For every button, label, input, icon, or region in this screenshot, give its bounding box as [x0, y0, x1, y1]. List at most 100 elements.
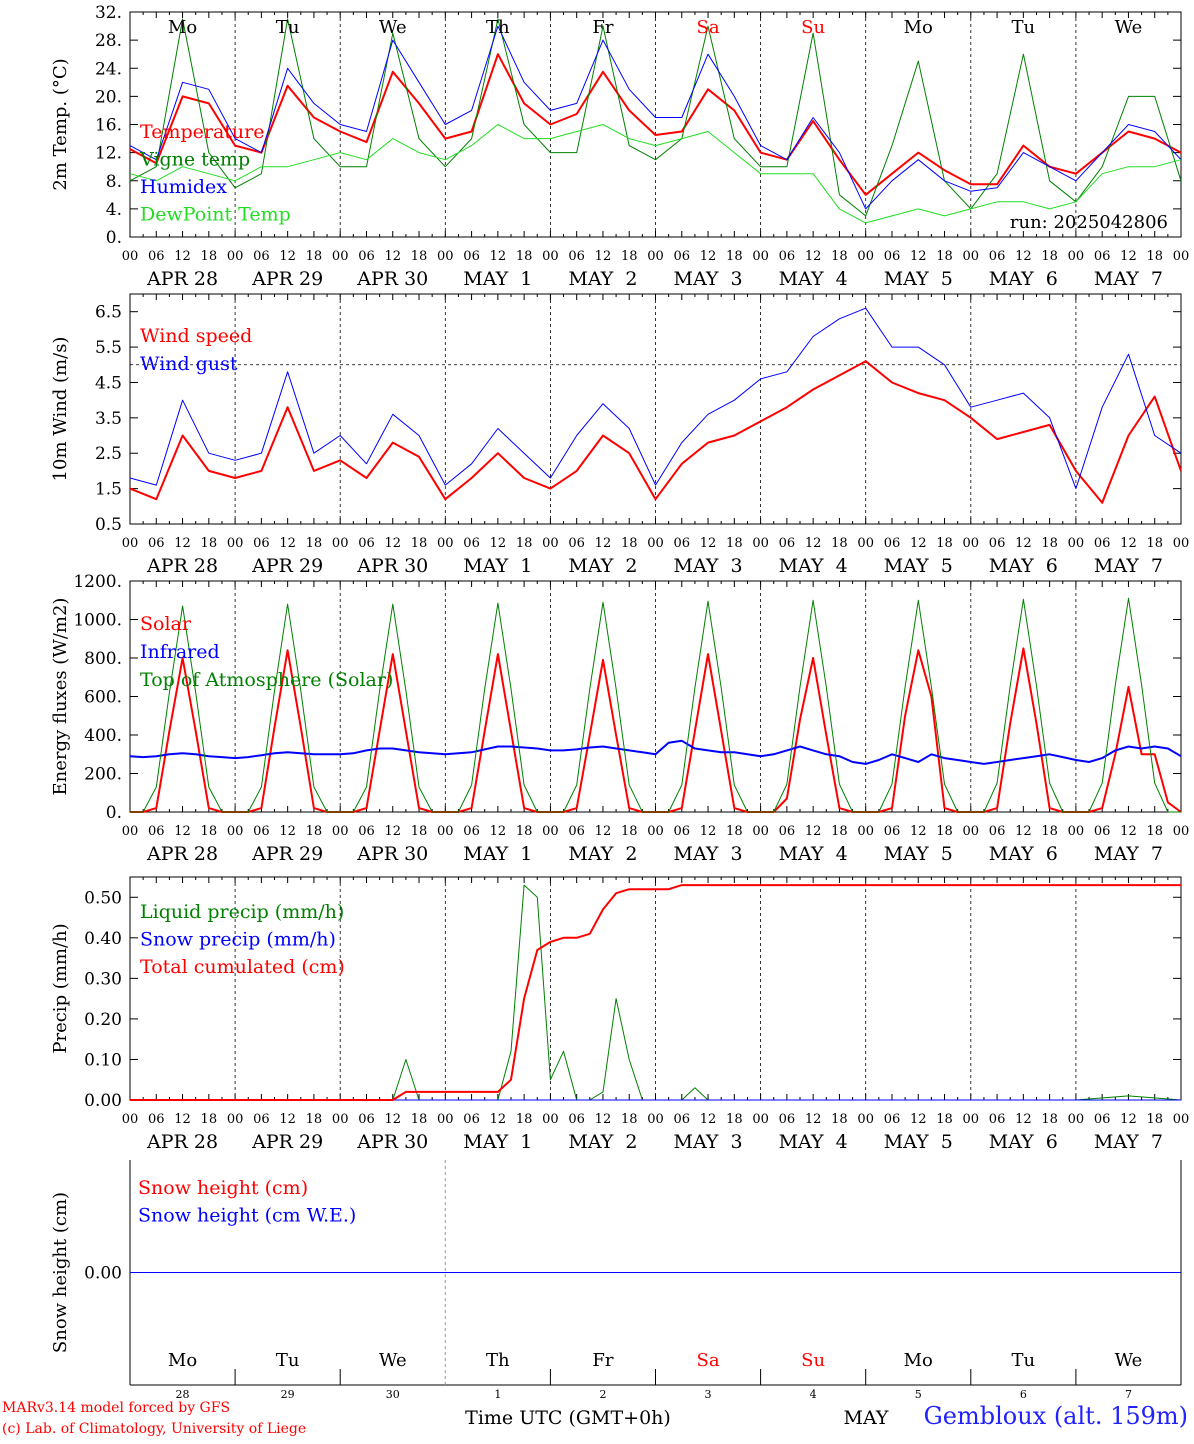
hour-tick-label: 00 — [1068, 1112, 1085, 1127]
date-label: APR 29 — [251, 268, 323, 290]
weekday-label: We — [379, 17, 407, 38]
hour-tick-label: 12 — [805, 824, 822, 839]
hour-tick-label: 18 — [201, 249, 218, 264]
date-label: MAY 6 — [989, 843, 1058, 865]
hour-tick-label: 06 — [779, 1112, 796, 1127]
weekday-label: We — [1115, 1350, 1143, 1371]
hour-tick-label: 12 — [490, 536, 507, 551]
weekday-label: Tu — [276, 17, 300, 38]
legend-entry: Humidex — [140, 176, 227, 198]
y-tick-label: 1200. — [73, 572, 122, 592]
hour-tick-label: 18 — [831, 824, 848, 839]
hour-tick-label: 00 — [752, 824, 769, 839]
hour-tick-label: 06 — [568, 824, 585, 839]
hour-tick-label: 06 — [253, 824, 270, 839]
y-tick-label: 0.5 — [95, 515, 122, 535]
hour-tick-label: 06 — [253, 1112, 270, 1127]
y-tick-label: 0.00 — [84, 1091, 122, 1111]
hour-tick-label: 12 — [1120, 1112, 1137, 1127]
hour-tick-label: 00 — [752, 249, 769, 264]
hour-tick-label: 12 — [910, 1112, 927, 1127]
weekday-label: We — [379, 1350, 407, 1371]
day-number-label: 28 — [176, 1388, 190, 1401]
date-label: APR 30 — [356, 268, 428, 290]
hour-tick-label: 12 — [700, 536, 717, 551]
series-line — [129, 739, 1182, 765]
hour-tick-label: 18 — [1041, 536, 1058, 551]
date-label: MAY 3 — [673, 843, 742, 865]
y-tick-label: 5.5 — [95, 338, 122, 358]
hour-tick-label: 00 — [1173, 1112, 1190, 1127]
hour-tick-label: 00 — [437, 1112, 454, 1127]
hour-tick-label: 12 — [700, 1112, 717, 1127]
date-label: MAY 7 — [1094, 555, 1163, 577]
y-tick-label: 800. — [84, 649, 122, 669]
y-tick-label: 200. — [84, 765, 122, 785]
hour-tick-label: 00 — [1173, 824, 1190, 839]
hour-tick-label: 18 — [516, 1112, 533, 1127]
legend-entry: DewPoint Temp — [140, 204, 291, 226]
hour-tick-label: 00 — [1068, 824, 1085, 839]
hour-tick-label: 00 — [752, 536, 769, 551]
hour-tick-label: 06 — [779, 824, 796, 839]
hour-tick-label: 00 — [1173, 536, 1190, 551]
hour-tick-label: 06 — [1094, 249, 1111, 264]
hour-tick-label: 06 — [779, 536, 796, 551]
y-axis-title: 2m Temp. (°C) — [50, 58, 71, 190]
hour-tick-label: 18 — [936, 536, 953, 551]
date-label: MAY 2 — [568, 843, 637, 865]
hour-tick-label: 00 — [647, 1112, 664, 1127]
date-label: MAY 1 — [463, 843, 532, 865]
hour-tick-label: 00 — [1173, 249, 1190, 264]
hour-tick-label: 06 — [884, 536, 901, 551]
hour-tick-label: 18 — [411, 536, 428, 551]
date-label: MAY 2 — [568, 555, 637, 577]
weekday-label: We — [1115, 17, 1143, 38]
legend-entry: Snow height (cm) — [138, 1177, 308, 1199]
hour-tick-label: 18 — [831, 536, 848, 551]
date-label: MAY 1 — [463, 268, 532, 290]
hour-tick-label: 00 — [1068, 249, 1085, 264]
day-number-label: 30 — [386, 1388, 400, 1401]
date-label: MAY 6 — [989, 268, 1058, 290]
date-label: APR 30 — [356, 1131, 428, 1153]
hour-tick-label: 00 — [437, 249, 454, 264]
hour-tick-label: 12 — [384, 1112, 401, 1127]
hour-tick-label: 06 — [884, 1112, 901, 1127]
hour-tick-label: 00 — [542, 249, 559, 264]
hour-tick-label: 00 — [122, 1112, 139, 1127]
hour-tick-label: 18 — [726, 1112, 743, 1127]
hour-tick-label: 18 — [1041, 824, 1058, 839]
series-line — [129, 18, 1182, 217]
hour-tick-label: 18 — [516, 249, 533, 264]
day-number-label: 5 — [915, 1388, 922, 1401]
weekday-label: Sa — [697, 1350, 720, 1371]
x-axis-title: Time UTC (GMT+0h) — [465, 1407, 671, 1429]
hour-tick-label: 18 — [306, 1112, 323, 1127]
day-number-label: 1 — [494, 1388, 501, 1401]
hour-tick-label: 06 — [463, 824, 480, 839]
hour-tick-label: 06 — [989, 536, 1006, 551]
weekday-label: Th — [486, 17, 510, 38]
hour-tick-label: 18 — [1041, 1112, 1058, 1127]
hour-tick-label: 12 — [174, 536, 191, 551]
date-label: APR 28 — [146, 268, 218, 290]
hour-tick-label: 12 — [700, 824, 717, 839]
series-line — [129, 25, 1182, 210]
hour-tick-label: 12 — [595, 536, 612, 551]
y-tick-label: 1.5 — [95, 480, 122, 500]
hour-tick-label: 12 — [700, 249, 717, 264]
y-tick-label: 0.10 — [84, 1050, 122, 1070]
date-label: MAY 3 — [673, 268, 742, 290]
y-tick-label: 16. — [95, 116, 122, 136]
date-label: MAY 5 — [884, 555, 953, 577]
hour-tick-label: 00 — [963, 824, 980, 839]
hour-tick-label: 12 — [279, 536, 296, 551]
credit-lab: (c) Lab. of Climatology, University of L… — [2, 1421, 307, 1437]
hour-tick-label: 06 — [989, 1112, 1006, 1127]
hour-tick-label: 18 — [306, 536, 323, 551]
weekday-label: Tu — [276, 1350, 300, 1371]
y-axis-title: Energy fluxes (W/m2) — [50, 598, 71, 796]
run-annotation: run: 2025042806 — [1010, 212, 1168, 233]
